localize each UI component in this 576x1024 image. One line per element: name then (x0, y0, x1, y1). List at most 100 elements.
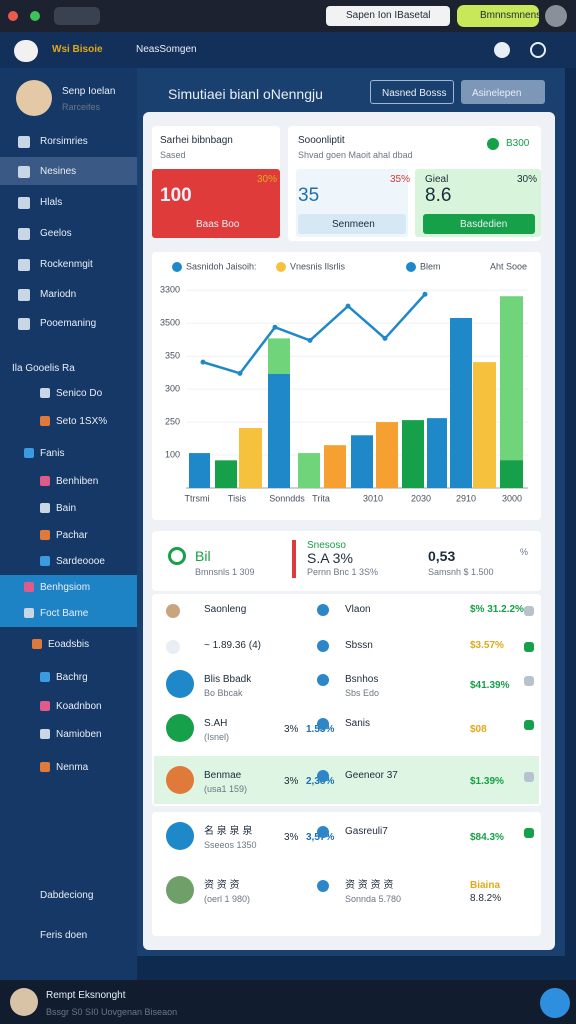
button[interactable] (370, 80, 454, 104)
row-name: 资 资 资 (204, 880, 240, 891)
stat-sub: Samsnh $ 1.500 (428, 567, 494, 577)
button-label[interactable]: Senmeen (332, 219, 375, 230)
row-name: Saonleng (204, 604, 247, 615)
icon (317, 826, 329, 838)
card-sub: Sased (160, 150, 186, 160)
bar (473, 362, 496, 488)
nav-label[interactable]: Pooemaning (40, 318, 97, 329)
button-label[interactable]: Nasned Bosss (382, 88, 447, 99)
row-sub: Sbs Edo (345, 688, 380, 698)
brand: Wsi Bisoie (52, 44, 103, 55)
row-value: $08 (470, 724, 487, 735)
card-title: Sooonliptit (298, 135, 345, 146)
top-button[interactable] (457, 5, 539, 27)
button-label[interactable]: Baas Boo (196, 219, 240, 230)
nav-label[interactable]: Pachar (56, 530, 88, 541)
row-name: Gasreuli7 (345, 826, 388, 837)
icon (24, 582, 34, 592)
row-pct: 3% (284, 724, 299, 735)
nav-label[interactable]: Hlals (40, 197, 63, 208)
icon (18, 289, 30, 301)
section-label: Ila Gooelis Ra (12, 363, 75, 374)
page-title: Simutiaei bianl oNenngju (168, 86, 323, 102)
nav-label[interactable]: Dabdeciong (40, 890, 94, 901)
row-name: 资 资 资 资 (345, 880, 394, 891)
icon (40, 672, 50, 682)
bar (351, 435, 373, 488)
row-check (524, 828, 534, 838)
button[interactable] (298, 214, 406, 234)
button-label[interactable]: Asinelepen (472, 88, 522, 99)
row-value: $% 31.2.2% (470, 604, 524, 615)
card-sub: Shvad goen Maoit ahal dbad (298, 150, 413, 160)
button-label[interactable]: Bmnnsmnens (480, 10, 542, 21)
x-tick-label: 3010 (363, 493, 383, 503)
x-tick-label: Tisis (228, 493, 247, 503)
icon (317, 880, 329, 892)
icon (18, 318, 30, 330)
help-icon[interactable] (530, 42, 546, 58)
nav-label[interactable]: Eoadsbis (48, 639, 90, 650)
nav-label[interactable]: Geelos (40, 228, 72, 239)
nav-label[interactable]: Benhiben (56, 476, 99, 487)
button[interactable] (461, 80, 545, 104)
icon (18, 197, 30, 209)
legend-label: Blem (420, 261, 441, 271)
icon (40, 729, 50, 739)
icon (18, 136, 30, 148)
legend-label: Aht Sooe (490, 261, 527, 271)
card-highlight (152, 169, 280, 238)
nav-label[interactable]: Sardeoooe (56, 556, 105, 567)
nav-label[interactable]: Bachrg (56, 672, 88, 683)
icon (40, 762, 50, 772)
card-value: 8.6 (425, 185, 452, 206)
button[interactable] (423, 214, 535, 234)
nav-label[interactable]: Foct Bame (40, 608, 89, 619)
card-value: 35 (298, 185, 320, 206)
tab[interactable] (326, 6, 450, 26)
nav-button[interactable] (54, 7, 100, 25)
nav-label[interactable]: Namioben (56, 729, 102, 740)
icon (18, 166, 30, 178)
nav-label[interactable]: Nesines (40, 166, 77, 177)
nav-label[interactable]: Senico Do (56, 388, 103, 399)
nav-label[interactable]: Nenma (56, 762, 89, 773)
legend-swatch (406, 262, 416, 272)
avatar (166, 876, 194, 904)
row-value: $3.57% (470, 640, 504, 651)
line (202, 293, 426, 375)
close-button[interactable] (8, 11, 18, 21)
avatar[interactable] (545, 5, 567, 27)
button-label[interactable]: Basdedien (460, 219, 508, 230)
nav-label[interactable]: Fanis (40, 448, 65, 459)
nav-label[interactable]: Rorsimries (40, 136, 88, 147)
nav-label[interactable]: Benhgsiom (40, 582, 91, 593)
tab-title[interactable]: Sapen Ion IBasetal (346, 10, 431, 21)
nav-label[interactable]: Bain (56, 503, 77, 514)
nav-label[interactable]: Feris doen (40, 930, 88, 941)
user-role: Rarceifes (62, 102, 101, 112)
nav-label[interactable]: Seto 1SX% (56, 416, 108, 427)
nav-label[interactable]: Rockenmgit (40, 259, 93, 270)
avatar (166, 822, 194, 850)
nav-label[interactable]: Mariodn (40, 289, 77, 300)
row-value: $41.39% (470, 680, 510, 691)
settings-icon[interactable] (494, 42, 510, 58)
user-name: Senp Ioelan (62, 86, 116, 97)
nav-label[interactable]: Koadnbon (56, 701, 102, 712)
max-button[interactable] (30, 11, 40, 21)
x-tick-label: Ttrsmi (185, 493, 210, 503)
bar (189, 453, 210, 488)
row-sub: Sseeos 1350 (204, 840, 257, 850)
row-sub: (Isnel) (204, 732, 230, 742)
sidebar (0, 68, 137, 980)
row-check (524, 606, 534, 616)
action-button[interactable] (540, 988, 570, 1018)
icon (168, 547, 186, 565)
x-tick-label: 2910 (456, 493, 476, 503)
line-point (272, 324, 278, 330)
y-tick-label: 3300 (160, 285, 180, 295)
legend-label: Vnesnis Ilsrlis (290, 261, 346, 271)
